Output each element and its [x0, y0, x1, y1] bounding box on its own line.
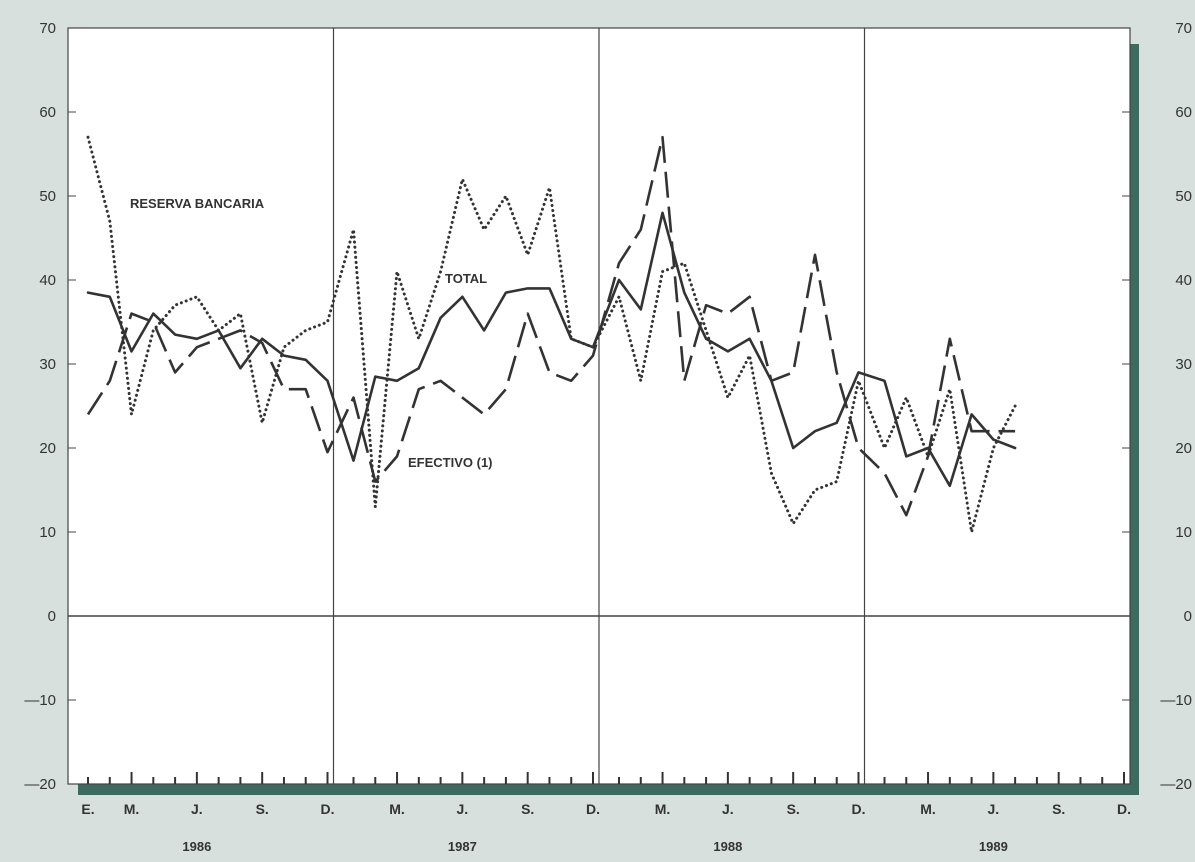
y-tick-label-right: 50	[1175, 188, 1192, 205]
x-month-label: M.	[124, 801, 140, 817]
y-tick-label-left: 60	[39, 104, 56, 121]
y-tick-label-left: 0	[48, 608, 56, 625]
x-month-label: D.	[586, 801, 600, 817]
x-month-label: J.	[457, 801, 469, 817]
y-tick-label-right: 0	[1184, 608, 1192, 625]
y-tick-label-right: —20	[1160, 776, 1192, 793]
x-year-label: 1987	[448, 839, 477, 854]
x-year-label: 1989	[979, 839, 1008, 854]
x-month-label: M.	[920, 801, 936, 817]
y-tick-label-right: —10	[1160, 692, 1192, 709]
x-month-label: S.	[787, 801, 800, 817]
x-month-label: J.	[988, 801, 1000, 817]
y-tick-label-right: 20	[1175, 440, 1192, 457]
x-year-label: 1986	[182, 839, 211, 854]
x-month-label: S.	[256, 801, 269, 817]
x-month-label: S.	[521, 801, 534, 817]
x-year-label: 1988	[713, 839, 742, 854]
x-month-label: J.	[722, 801, 734, 817]
y-tick-label-left: 20	[39, 440, 56, 457]
series-label-total: TOTAL	[445, 271, 487, 286]
series-label-reserva: RESERVA BANCARIA	[130, 196, 265, 211]
plot-shadow-right	[1130, 44, 1139, 795]
x-month-label: E.	[81, 801, 94, 817]
y-tick-label-left: 40	[39, 272, 56, 289]
plot-shadow-bottom	[78, 784, 1139, 795]
y-tick-label-right: 40	[1175, 272, 1192, 289]
x-month-label: D.	[1117, 801, 1131, 817]
y-tick-label-right: 60	[1175, 104, 1192, 121]
x-month-label: J.	[191, 801, 203, 817]
y-tick-label-left: —10	[24, 692, 56, 709]
y-tick-label-left: 70	[39, 20, 56, 37]
y-tick-label-right: 30	[1175, 356, 1192, 373]
y-tick-label-left: —20	[24, 776, 56, 793]
y-tick-label-right: 10	[1175, 524, 1192, 541]
y-tick-label-right: 70	[1175, 20, 1192, 37]
y-tick-label-left: 30	[39, 356, 56, 373]
x-month-label: M.	[389, 801, 405, 817]
x-axis-labels: E. M. J. S. D. M. J. S. D. M. J. S. D. M. J. S. D. 1986 19…	[81, 801, 1131, 854]
x-month-label: D.	[321, 801, 335, 817]
x-month-label: D.	[852, 801, 866, 817]
x-month-label: S.	[1052, 801, 1065, 817]
x-month-label: M.	[655, 801, 671, 817]
y-tick-label-left: 10	[39, 524, 56, 541]
series-label-efectivo: EFECTIVO (1)	[408, 455, 493, 470]
y-tick-label-left: 50	[39, 188, 56, 205]
